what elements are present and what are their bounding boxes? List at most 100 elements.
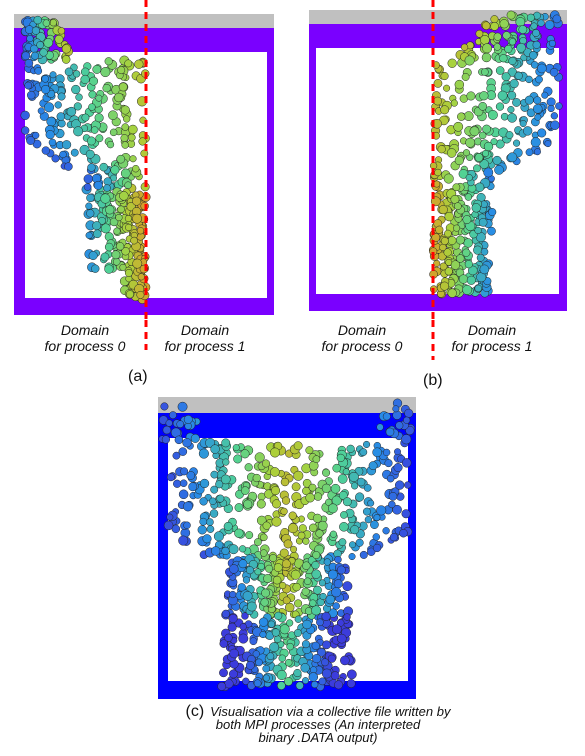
particle bbox=[518, 25, 528, 34]
particle bbox=[272, 575, 282, 585]
particle bbox=[318, 579, 326, 587]
particle bbox=[260, 533, 268, 542]
particle bbox=[525, 148, 534, 157]
particle bbox=[257, 562, 265, 571]
particle bbox=[228, 544, 239, 555]
particle bbox=[463, 111, 474, 122]
particle bbox=[290, 569, 301, 580]
domain-label-process-0: Domain for process 0 bbox=[321, 322, 403, 354]
particles-process-1 bbox=[428, 10, 563, 299]
particle bbox=[487, 110, 498, 120]
particle bbox=[401, 434, 412, 445]
particle bbox=[254, 568, 262, 576]
particle bbox=[228, 613, 238, 624]
particle bbox=[281, 559, 291, 569]
particle bbox=[73, 102, 82, 111]
particle bbox=[199, 497, 208, 506]
particle bbox=[433, 96, 443, 106]
particle bbox=[253, 679, 262, 688]
particle bbox=[116, 154, 126, 164]
particle bbox=[215, 480, 224, 489]
particle bbox=[479, 264, 490, 275]
particle bbox=[279, 624, 290, 635]
particle bbox=[224, 633, 233, 642]
particle bbox=[295, 681, 304, 690]
particle bbox=[124, 215, 132, 223]
caption-line-2: both MPI processes (An interpreted bbox=[215, 717, 421, 732]
particle bbox=[333, 579, 343, 589]
particle bbox=[336, 565, 346, 575]
particle bbox=[163, 520, 174, 531]
particle bbox=[285, 602, 295, 613]
particle bbox=[461, 73, 470, 81]
particle bbox=[338, 490, 348, 500]
particle bbox=[367, 499, 375, 507]
particle bbox=[113, 227, 121, 235]
particle bbox=[134, 59, 144, 69]
particle bbox=[548, 39, 556, 47]
particle bbox=[127, 133, 136, 142]
particle bbox=[109, 217, 119, 227]
particle bbox=[552, 14, 562, 24]
particle bbox=[99, 162, 108, 172]
particle bbox=[322, 640, 331, 650]
particle bbox=[262, 674, 270, 682]
particle bbox=[466, 91, 476, 101]
particle bbox=[437, 145, 446, 154]
particle bbox=[316, 647, 326, 657]
particle bbox=[438, 205, 448, 215]
particle bbox=[233, 454, 243, 464]
particle bbox=[221, 609, 231, 618]
particle bbox=[117, 205, 125, 214]
particle bbox=[31, 26, 41, 35]
particle bbox=[254, 538, 262, 546]
particle bbox=[508, 38, 517, 46]
particle bbox=[188, 482, 198, 492]
particle bbox=[376, 423, 384, 431]
particle bbox=[463, 238, 473, 248]
particle bbox=[103, 184, 111, 192]
particle bbox=[36, 41, 44, 49]
particle bbox=[92, 221, 102, 231]
panel-b-simulation bbox=[309, 0, 567, 320]
particle bbox=[334, 555, 342, 564]
particle bbox=[83, 174, 94, 184]
particle bbox=[120, 168, 131, 179]
particle bbox=[183, 521, 191, 530]
particle bbox=[108, 110, 118, 121]
particle bbox=[500, 112, 509, 121]
particle bbox=[458, 274, 469, 284]
particle bbox=[182, 438, 192, 448]
domain-label-process-1: Domain for process 1 bbox=[164, 322, 246, 354]
particle bbox=[130, 236, 138, 245]
particle bbox=[393, 463, 403, 473]
particle bbox=[100, 193, 111, 204]
particle bbox=[62, 140, 72, 150]
particle bbox=[202, 534, 212, 544]
particle bbox=[555, 102, 563, 110]
particle bbox=[33, 15, 42, 25]
particle bbox=[120, 134, 129, 143]
particle bbox=[129, 155, 137, 163]
particle bbox=[382, 412, 391, 421]
particle bbox=[172, 451, 181, 460]
particle bbox=[242, 677, 250, 685]
panel-tag-c: (c) bbox=[185, 703, 205, 720]
particle bbox=[308, 483, 317, 492]
particle bbox=[280, 507, 288, 516]
particle bbox=[350, 525, 360, 535]
particle bbox=[252, 650, 260, 658]
particle bbox=[346, 679, 356, 688]
particle bbox=[483, 167, 494, 178]
panel-c bbox=[150, 392, 430, 702]
particle bbox=[443, 84, 451, 92]
panel-tag-b: (b) bbox=[423, 372, 443, 389]
particle bbox=[534, 113, 542, 121]
particle bbox=[199, 478, 210, 489]
particle bbox=[111, 250, 121, 260]
particle bbox=[44, 102, 55, 113]
particle bbox=[440, 237, 449, 246]
particle bbox=[329, 530, 337, 538]
particle bbox=[80, 74, 90, 85]
particle bbox=[298, 524, 307, 533]
